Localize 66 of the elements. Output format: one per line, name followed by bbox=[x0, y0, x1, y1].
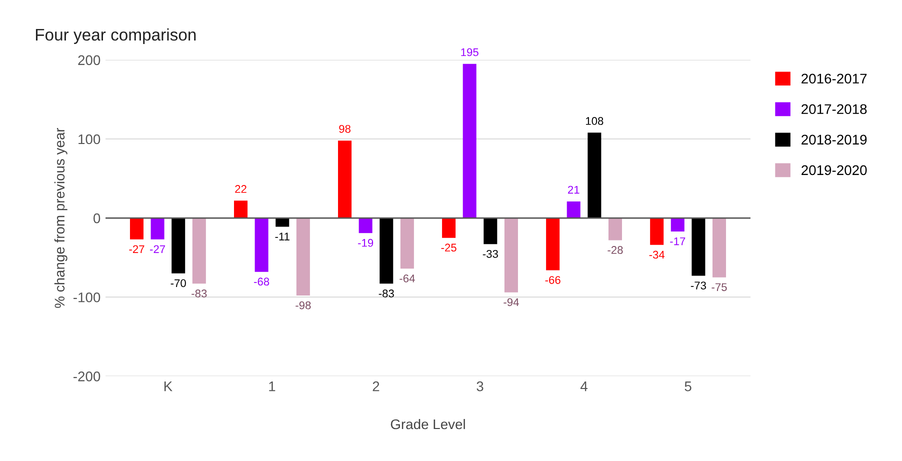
x-tick-label: 5 bbox=[684, 382, 692, 392]
data-label: -75 bbox=[712, 283, 727, 292]
bar bbox=[692, 218, 706, 276]
y-tick-label: 200 bbox=[78, 55, 100, 66]
bar bbox=[192, 218, 206, 284]
x-tick-label: 2 bbox=[372, 381, 380, 392]
data-label: 21 bbox=[568, 186, 580, 194]
chart-title: Four year comparison bbox=[36, 28, 196, 44]
bar bbox=[712, 218, 726, 278]
data-label: 195 bbox=[461, 48, 478, 56]
bar bbox=[400, 218, 414, 269]
data-label: 108 bbox=[586, 117, 604, 125]
bar bbox=[234, 200, 248, 218]
data-label: -25 bbox=[441, 244, 456, 252]
bar bbox=[172, 218, 186, 274]
bar bbox=[546, 218, 560, 270]
data-label: 98 bbox=[339, 124, 350, 133]
bar bbox=[462, 64, 476, 218]
data-label: 22 bbox=[235, 185, 246, 193]
bar bbox=[566, 201, 580, 218]
data-label: -70 bbox=[170, 279, 186, 288]
bar bbox=[338, 140, 352, 218]
bar bbox=[670, 218, 684, 232]
y-tick-label: 100 bbox=[78, 134, 100, 144]
bar bbox=[588, 132, 602, 218]
data-label: -11 bbox=[275, 232, 290, 240]
data-label: -64 bbox=[400, 274, 415, 282]
data-label: -34 bbox=[649, 250, 665, 259]
legend-label: 2016-2017 bbox=[802, 74, 867, 84]
bar bbox=[130, 218, 144, 240]
bar bbox=[650, 218, 664, 245]
y-tick-label: 0 bbox=[93, 213, 100, 224]
data-label: -19 bbox=[358, 238, 374, 247]
data-label: -68 bbox=[254, 278, 270, 286]
bar bbox=[254, 218, 268, 272]
data-label: -98 bbox=[296, 301, 311, 310]
bar bbox=[358, 218, 372, 234]
x-tick-label: 1 bbox=[269, 382, 276, 392]
bar bbox=[504, 218, 518, 292]
data-label: -27 bbox=[129, 245, 144, 254]
data-label: -28 bbox=[608, 246, 623, 254]
data-label: -33 bbox=[482, 250, 498, 258]
bar bbox=[380, 218, 394, 284]
bar bbox=[276, 218, 290, 227]
y-axis-title: % change from previous year bbox=[54, 128, 68, 308]
legend-label: 2019-2020 bbox=[802, 165, 867, 176]
data-label: -83 bbox=[192, 290, 207, 298]
data-label: -66 bbox=[545, 276, 560, 284]
bar bbox=[484, 218, 498, 244]
data-label: -73 bbox=[690, 282, 706, 290]
bar bbox=[150, 218, 164, 240]
data-label: -83 bbox=[378, 290, 394, 298]
data-label: -27 bbox=[150, 245, 166, 254]
bar bbox=[296, 218, 310, 296]
y-tick-label: -200 bbox=[73, 372, 100, 382]
bar bbox=[442, 218, 456, 238]
legend-label: 2017-2018 bbox=[802, 104, 867, 114]
legend-label: 2018-2019 bbox=[802, 134, 867, 145]
y-tick-label: -100 bbox=[73, 292, 100, 302]
x-tick-label: 3 bbox=[476, 381, 484, 392]
x-tick-label: 4 bbox=[580, 382, 588, 392]
data-label: -94 bbox=[504, 298, 519, 306]
x-tick-label: K bbox=[164, 382, 172, 392]
x-axis-title: Grade Level bbox=[390, 418, 465, 430]
bar bbox=[608, 218, 622, 240]
data-label: -17 bbox=[670, 237, 686, 246]
